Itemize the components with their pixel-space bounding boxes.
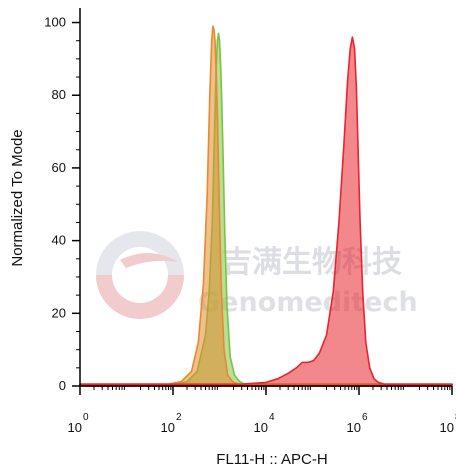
x-ticks: 100 102 104 106 108 <box>67 386 456 435</box>
y-tick-label: 60 <box>52 160 66 175</box>
watermark-en-text: Genomeditech <box>198 287 418 318</box>
x-tick-label: 100 <box>67 412 88 435</box>
x-tick-label: 106 <box>346 412 367 435</box>
y-ticks: 0 20 40 60 80 100 <box>44 15 80 393</box>
series-1 <box>80 33 452 386</box>
y-tick-label: 40 <box>52 233 66 248</box>
series-2 <box>80 26 452 386</box>
y-axis-title: Normalized To Mode <box>9 129 26 266</box>
x-tick-label: 108 <box>439 412 456 435</box>
watermark: 吉满生物科技 Genomeditech <box>96 231 418 319</box>
y-tick-label: 80 <box>52 87 66 102</box>
watermark-cn-text: 吉满生物科技 <box>222 245 402 280</box>
series-layer <box>80 26 452 386</box>
x-axis-title: FL11-H :: APC-H <box>216 451 327 468</box>
y-tick-label: 20 <box>52 305 66 320</box>
x-tick-label: 104 <box>253 412 274 435</box>
y-tick-label: 0 <box>59 378 66 393</box>
watermark-logo-icon <box>96 231 184 319</box>
x-tick-label: 102 <box>160 412 181 435</box>
y-tick-label: 100 <box>44 15 66 30</box>
axes <box>80 8 452 386</box>
series-3 <box>80 37 452 386</box>
